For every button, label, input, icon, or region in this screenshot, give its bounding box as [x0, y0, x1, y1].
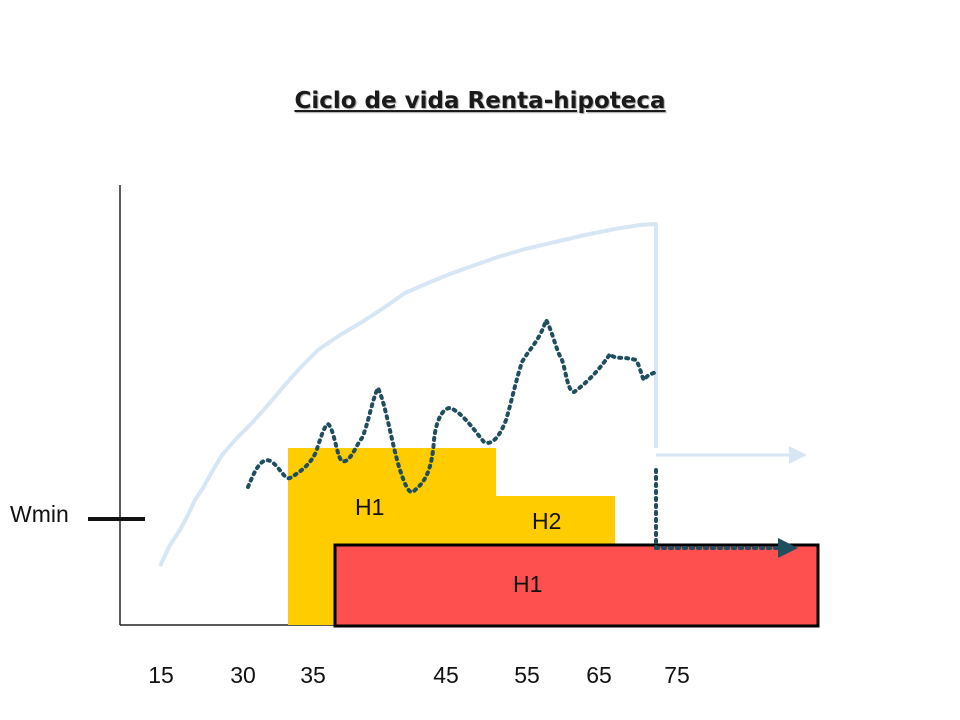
series-wealth-curve: [158, 222, 658, 567]
x-tick-label: 30: [230, 662, 256, 688]
block-label-h1-red: H1: [513, 571, 542, 597]
wmin-label: Wmin: [10, 501, 69, 527]
x-tick-label: 15: [148, 662, 174, 688]
block-label-h1-yellow: H1: [355, 494, 384, 520]
block-label-h2: H2: [532, 508, 561, 534]
chart-title: Ciclo de vida Renta-hipoteca: [294, 88, 666, 114]
x-tick-label: 65: [586, 662, 612, 688]
x-tick-label: 75: [664, 662, 690, 688]
x-tick-label: 45: [433, 662, 459, 688]
x-tick-labels: 15 30 35 45 55 65 75: [148, 662, 690, 688]
series-income-dotted: [246, 315, 658, 494]
x-tick-label: 35: [300, 662, 326, 688]
x-tick-label: 55: [514, 662, 540, 688]
block-h1-red: [333, 543, 820, 628]
